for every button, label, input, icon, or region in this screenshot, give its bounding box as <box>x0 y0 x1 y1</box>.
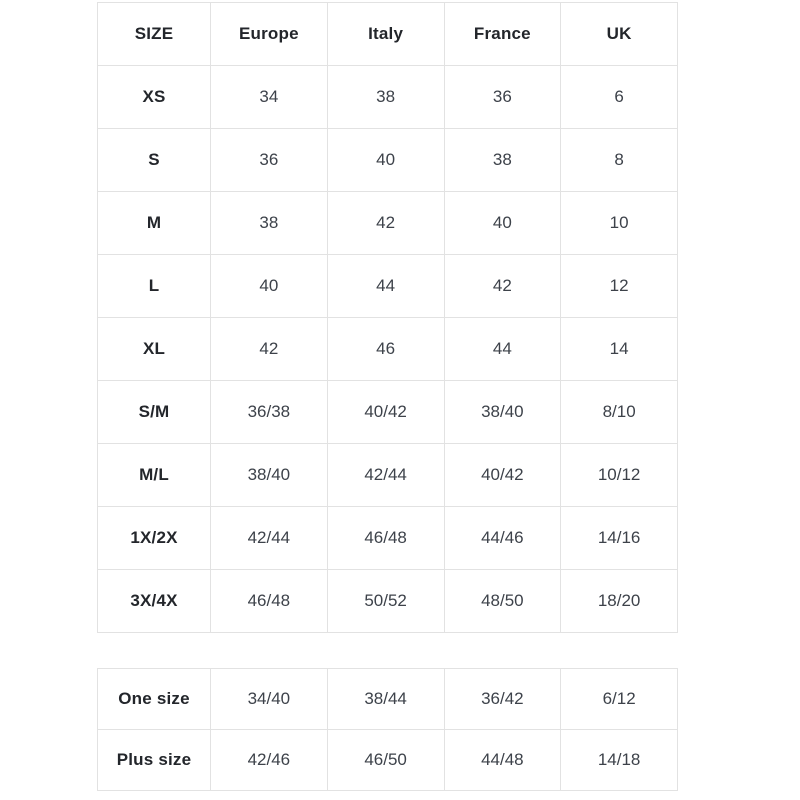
table-cell: 40/42 <box>443 443 562 507</box>
table-row: XS 34 38 36 6 <box>97 65 678 129</box>
header-row: SIZE Europe Italy France UK <box>97 2 678 66</box>
table-cell: 40/42 <box>326 380 445 444</box>
table-cell: 12 <box>560 254 678 318</box>
header-uk: UK <box>560 2 678 66</box>
table-cell: 6/12 <box>560 668 678 730</box>
table-cell: 42/46 <box>210 729 328 791</box>
table-row: L 40 44 42 12 <box>97 254 678 318</box>
size-label: 3X/4X <box>97 569 211 633</box>
table-cell: 14/16 <box>560 506 678 570</box>
table-cell: 36/38 <box>210 380 328 444</box>
table-cell: 38/40 <box>443 380 562 444</box>
size-label: S/M <box>97 380 211 444</box>
size-conversion-table-wrap: SIZE Europe Italy France UK XS 34 38 36 … <box>97 2 678 633</box>
table-cell: 14 <box>560 317 678 381</box>
table-cell: 40 <box>210 254 328 318</box>
table-cell: 36 <box>443 65 562 129</box>
table-cell: 38 <box>443 128 562 192</box>
table-cell: 44 <box>326 254 445 318</box>
size-conversion-table: SIZE Europe Italy France UK XS 34 38 36 … <box>97 2 678 633</box>
table-cell: 6 <box>560 65 678 129</box>
size-label: Plus size <box>97 729 211 791</box>
table-cell: 46 <box>326 317 445 381</box>
size-label: XL <box>97 317 211 381</box>
table-cell: 34/40 <box>210 668 328 730</box>
table-row: XL 42 46 44 14 <box>97 317 678 381</box>
table-cell: 36/42 <box>443 668 562 730</box>
table-cell: 42/44 <box>326 443 445 507</box>
table-cell: 14/18 <box>560 729 678 791</box>
table-row: S/M 36/38 40/42 38/40 8/10 <box>97 380 678 444</box>
table-cell: 46/48 <box>326 506 445 570</box>
table-row: M/L 38/40 42/44 40/42 10/12 <box>97 443 678 507</box>
table-row: 1X/2X 42/44 46/48 44/46 14/16 <box>97 506 678 570</box>
table-cell: 40 <box>443 191 562 255</box>
table-cell: 42 <box>326 191 445 255</box>
special-sizes-table: One size 34/40 38/44 36/42 6/12 Plus siz… <box>97 668 678 791</box>
table-cell: 38/40 <box>210 443 328 507</box>
size-label: M/L <box>97 443 211 507</box>
table-cell: 42/44 <box>210 506 328 570</box>
table-row: Plus size 42/46 46/50 44/48 14/18 <box>97 729 678 791</box>
size-label: One size <box>97 668 211 730</box>
table-cell: 10 <box>560 191 678 255</box>
table-cell: 42 <box>443 254 562 318</box>
table-cell: 36 <box>210 128 328 192</box>
table-cell: 48/50 <box>443 569 562 633</box>
header-size: SIZE <box>97 2 211 66</box>
table-cell: 46/48 <box>210 569 328 633</box>
header-france: France <box>443 2 562 66</box>
table-cell: 40 <box>326 128 445 192</box>
table-cell: 44/48 <box>443 729 562 791</box>
size-label: M <box>97 191 211 255</box>
table-row: M 38 42 40 10 <box>97 191 678 255</box>
table-row: S 36 40 38 8 <box>97 128 678 192</box>
header-europe: Europe <box>210 2 328 66</box>
size-label: S <box>97 128 211 192</box>
table-cell: 10/12 <box>560 443 678 507</box>
table-cell: 38/44 <box>326 668 445 730</box>
table-cell: 8 <box>560 128 678 192</box>
special-sizes-table-wrap: One size 34/40 38/44 36/42 6/12 Plus siz… <box>97 668 678 791</box>
table-row: One size 34/40 38/44 36/42 6/12 <box>97 668 678 730</box>
table-cell: 8/10 <box>560 380 678 444</box>
size-label: L <box>97 254 211 318</box>
table-cell: 42 <box>210 317 328 381</box>
table-cell: 38 <box>326 65 445 129</box>
table-cell: 50/52 <box>326 569 445 633</box>
table-cell: 46/50 <box>326 729 445 791</box>
table-cell: 38 <box>210 191 328 255</box>
table-cell: 44 <box>443 317 562 381</box>
table-cell: 34 <box>210 65 328 129</box>
size-label: 1X/2X <box>97 506 211 570</box>
table-cell: 44/46 <box>443 506 562 570</box>
header-italy: Italy <box>326 2 445 66</box>
size-label: XS <box>97 65 211 129</box>
table-cell: 18/20 <box>560 569 678 633</box>
table-row: 3X/4X 46/48 50/52 48/50 18/20 <box>97 569 678 633</box>
